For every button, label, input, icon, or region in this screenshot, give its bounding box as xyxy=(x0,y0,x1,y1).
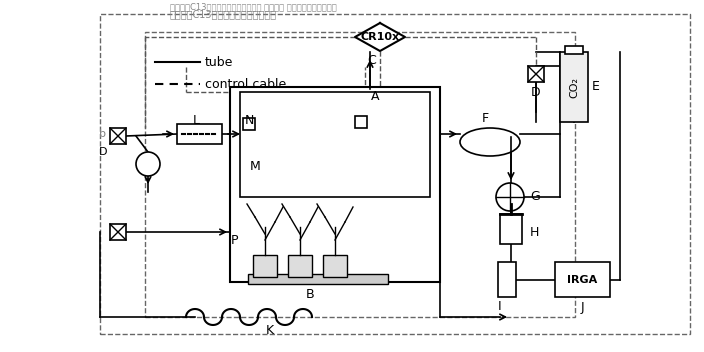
Text: IRGA: IRGA xyxy=(567,275,597,285)
Polygon shape xyxy=(355,23,405,51)
Text: H: H xyxy=(530,226,539,239)
Text: G: G xyxy=(530,190,540,203)
Bar xyxy=(560,52,588,122)
Circle shape xyxy=(136,152,160,176)
Text: F: F xyxy=(482,113,489,126)
Text: L: L xyxy=(192,113,199,126)
Text: J: J xyxy=(580,301,584,314)
Bar xyxy=(240,92,430,197)
Circle shape xyxy=(496,183,524,211)
Bar xyxy=(110,224,126,240)
Bar xyxy=(100,14,690,334)
Text: 天津小麦C13同位素标记秸秆怎么制作 诚信经营 南京市智融联科技供应: 天津小麦C13同位素标记秸秆怎么制作 诚信经营 南京市智融联科技供应 xyxy=(170,2,337,12)
Text: D: D xyxy=(532,86,541,99)
Text: C: C xyxy=(367,55,377,68)
Text: M: M xyxy=(250,161,260,174)
Bar xyxy=(528,66,544,82)
Text: N: N xyxy=(245,113,254,126)
Bar xyxy=(355,116,367,128)
Text: B: B xyxy=(306,288,314,301)
Text: tube: tube xyxy=(205,56,233,69)
Text: D: D xyxy=(99,147,107,157)
Text: control cable: control cable xyxy=(205,77,287,90)
Bar xyxy=(498,262,516,297)
Text: K: K xyxy=(266,323,274,337)
Text: CR10x: CR10x xyxy=(360,32,400,42)
Text: 天津小麦C13同位素标记秸秆怎么制作: 天津小麦C13同位素标记秸秆怎么制作 xyxy=(170,9,277,19)
FancyBboxPatch shape xyxy=(323,255,347,277)
Text: A: A xyxy=(371,90,379,103)
FancyBboxPatch shape xyxy=(288,255,312,277)
Bar xyxy=(177,124,222,144)
Text: b: b xyxy=(99,129,106,139)
Text: P: P xyxy=(231,233,239,246)
Text: CO₂: CO₂ xyxy=(569,76,579,98)
Bar xyxy=(230,87,440,282)
Ellipse shape xyxy=(460,128,520,156)
Bar xyxy=(243,118,255,130)
Bar xyxy=(555,262,610,297)
Bar xyxy=(500,214,522,244)
Bar xyxy=(248,274,388,284)
Text: I: I xyxy=(498,301,502,314)
Bar xyxy=(565,46,583,54)
Text: E: E xyxy=(592,81,600,94)
FancyBboxPatch shape xyxy=(253,255,277,277)
Bar xyxy=(110,128,126,144)
Bar xyxy=(145,32,575,317)
